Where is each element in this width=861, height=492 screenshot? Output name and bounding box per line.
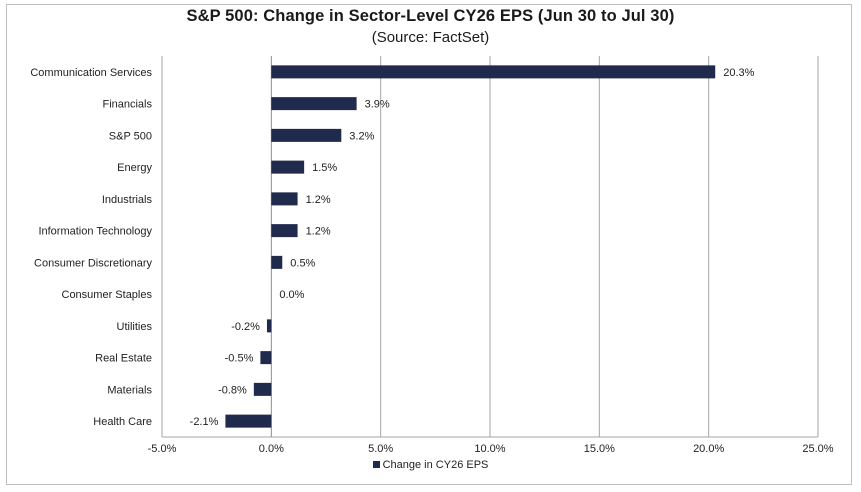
bar xyxy=(271,224,298,238)
category-label: Materials xyxy=(107,384,152,396)
bar xyxy=(271,128,342,142)
data-label: 1.5% xyxy=(312,162,337,174)
data-label: 0.5% xyxy=(290,257,315,269)
data-label: -2.1% xyxy=(190,416,219,428)
legend-swatch xyxy=(372,461,380,468)
bar xyxy=(271,160,305,174)
data-label: 3.2% xyxy=(349,130,374,142)
x-tick-label: 25.0% xyxy=(802,443,833,455)
legend: Change in CY26 EPS xyxy=(0,459,861,471)
chart-frame xyxy=(6,4,852,485)
category-label: Energy xyxy=(117,162,152,174)
bar xyxy=(271,97,357,111)
category-label: Information Technology xyxy=(38,226,152,238)
data-label: -0.2% xyxy=(231,321,260,333)
data-label: 20.3% xyxy=(723,67,754,79)
bar xyxy=(271,65,716,79)
x-tick-label: 20.0% xyxy=(693,443,724,455)
x-tick-label: 0.0% xyxy=(259,443,284,455)
data-label: 3.9% xyxy=(365,99,390,111)
x-tick-label: 10.0% xyxy=(474,443,505,455)
category-label: Health Care xyxy=(93,416,152,428)
data-label: 1.2% xyxy=(306,194,331,206)
x-tick-label: 5.0% xyxy=(368,443,393,455)
data-label: 0.0% xyxy=(279,289,304,301)
category-label: Financials xyxy=(102,99,152,111)
bar xyxy=(260,351,272,365)
bar xyxy=(266,319,272,333)
x-tick-label: -5.0% xyxy=(148,443,177,455)
bar xyxy=(253,382,272,396)
category-label: Consumer Staples xyxy=(62,289,153,301)
category-label: Utilities xyxy=(117,321,153,333)
bar xyxy=(271,255,283,269)
category-label: Consumer Discretionary xyxy=(34,257,152,269)
data-label: 1.2% xyxy=(306,226,331,238)
category-label: Industrials xyxy=(102,194,153,206)
x-tick-label: 15.0% xyxy=(584,443,615,455)
category-label: S&P 500 xyxy=(109,130,152,142)
chart-title: S&P 500: Change in Sector-Level CY26 EPS… xyxy=(186,7,675,25)
data-label: -0.8% xyxy=(218,384,247,396)
category-label: Communication Services xyxy=(30,67,152,79)
bar xyxy=(225,414,272,428)
bar xyxy=(271,192,298,206)
chart-subtitle: (Source: FactSet) xyxy=(371,29,490,46)
data-label: -0.5% xyxy=(225,353,254,365)
legend-label: Change in CY26 EPS xyxy=(382,459,489,471)
category-label: Real Estate xyxy=(95,353,152,365)
